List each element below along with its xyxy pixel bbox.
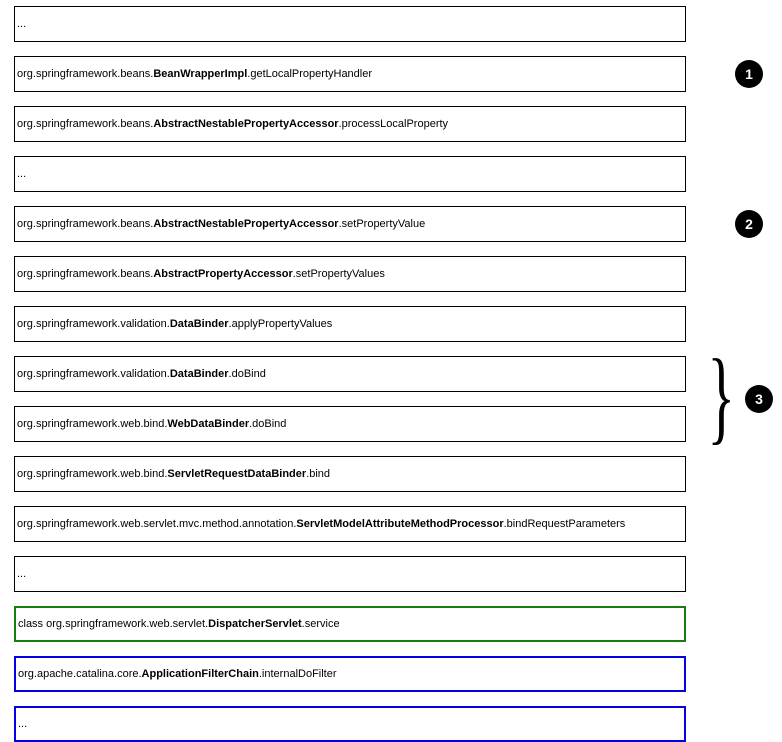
stack-frame: org.springframework.validation.DataBinde… xyxy=(14,356,686,392)
grouping-brace: } xyxy=(707,356,735,438)
stack-frame: class org.springframework.web.servlet.Di… xyxy=(14,606,686,642)
stack-frame-text: ... xyxy=(17,18,26,30)
stack-frame: org.springframework.beans.BeanWrapperImp… xyxy=(14,56,686,92)
stack-frame-text: ... xyxy=(18,718,27,730)
stack-frame-text: org.springframework.web.bind.WebDataBind… xyxy=(17,418,286,430)
annotation-badge: 3 xyxy=(745,385,773,413)
stack-frame-text: org.springframework.validation.DataBinde… xyxy=(17,318,332,330)
stack-frame-text: org.springframework.web.servlet.mvc.meth… xyxy=(17,518,625,530)
stack-frame: org.springframework.beans.AbstractNestab… xyxy=(14,106,686,142)
annotation-badge: 2 xyxy=(735,210,763,238)
stack-frame-text: org.springframework.web.bind.ServletRequ… xyxy=(17,468,330,480)
stack-frame-text: org.springframework.beans.AbstractNestab… xyxy=(17,218,425,230)
stack-frame-text: org.apache.catalina.core.ApplicationFilt… xyxy=(18,668,337,680)
stack-frame: ... xyxy=(14,556,686,592)
stack-frame-text: class org.springframework.web.servlet.Di… xyxy=(18,618,340,630)
stack-frame-text: org.springframework.beans.AbstractProper… xyxy=(17,268,385,280)
stack-frame: org.apache.catalina.core.ApplicationFilt… xyxy=(14,656,686,692)
stack-frame: org.springframework.web.bind.ServletRequ… xyxy=(14,456,686,492)
stack-frame-text: org.springframework.beans.BeanWrapperImp… xyxy=(17,68,372,80)
stack-frame: ... xyxy=(14,706,686,742)
stack-frame: org.springframework.beans.AbstractNestab… xyxy=(14,206,686,242)
stack-frame-text: org.springframework.beans.AbstractNestab… xyxy=(17,118,448,130)
stack-frame: org.springframework.beans.AbstractProper… xyxy=(14,256,686,292)
annotation-badge: 1 xyxy=(735,60,763,88)
stack-frame: org.springframework.web.bind.WebDataBind… xyxy=(14,406,686,442)
stack-frame-text: org.springframework.validation.DataBinde… xyxy=(17,368,266,380)
stack-diagram: ... org.springframework.beans.BeanWrapper… xyxy=(6,6,776,736)
stack-frame: ... xyxy=(14,6,686,42)
stack-frame: ... xyxy=(14,156,686,192)
stack-frame: org.springframework.validation.DataBinde… xyxy=(14,306,686,342)
stack-frame: org.springframework.web.servlet.mvc.meth… xyxy=(14,506,686,542)
stack-frame-text: ... xyxy=(17,568,26,580)
stack-frame-text: ... xyxy=(17,168,26,180)
